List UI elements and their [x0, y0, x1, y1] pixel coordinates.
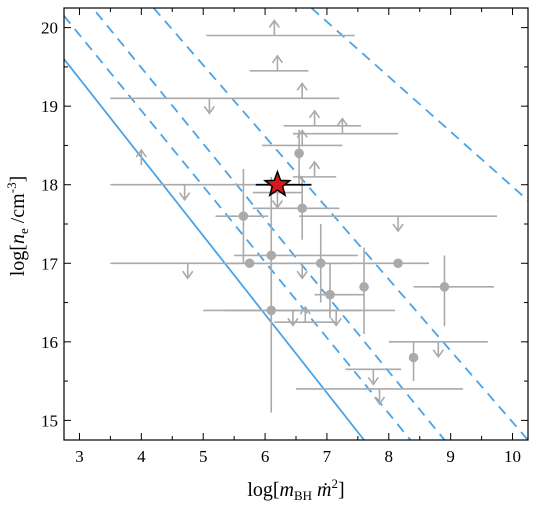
up-arrow-head — [296, 81, 308, 91]
upper-limit-3 — [110, 97, 290, 115]
y-title-post: ] — [7, 176, 29, 183]
upper-limit-2 — [110, 262, 266, 280]
x-title-var: m — [280, 479, 294, 501]
y-axis-title: log[ne /cm-3] — [4, 176, 31, 277]
x-title-sup: 2 — [332, 476, 339, 491]
x-title-post: ] — [338, 479, 345, 501]
y-tick-label: 15 — [41, 411, 58, 430]
x-title-var2: ṁ — [317, 479, 331, 501]
data-layer — [110, 19, 498, 413]
down-arrow-head — [271, 200, 284, 209]
x-tick-label: 4 — [137, 447, 146, 466]
up-arrow-head — [308, 109, 321, 119]
x-tick-label: 5 — [199, 447, 208, 466]
upper-limit-5 — [224, 309, 361, 327]
upper-limit-7 — [299, 215, 498, 233]
up-arrow-head — [336, 117, 349, 127]
down-arrow-head — [432, 349, 444, 359]
relation-line-2 — [64, 15, 412, 440]
data-point-12 — [203, 263, 321, 413]
upper-limit-9 — [345, 368, 402, 386]
star-marker — [263, 169, 292, 197]
highlight-layer — [255, 169, 312, 197]
up-arrow-head — [271, 54, 284, 64]
relation-line-3 — [91, 8, 446, 440]
down-arrow-head — [178, 192, 191, 202]
down-arrow-head — [392, 223, 404, 233]
y-title-mid: /cm — [7, 193, 29, 228]
x-tick-label: 7 — [323, 447, 332, 466]
point-marker — [297, 203, 307, 214]
lower-limit-5 — [292, 117, 399, 135]
data-point-7 — [314, 263, 365, 319]
y-tick-label: 16 — [41, 333, 58, 352]
x-tick-label: 10 — [504, 447, 521, 466]
relation-line-5 — [310, 8, 528, 202]
down-arrow-head — [203, 105, 216, 115]
x-tick-label: 3 — [75, 447, 84, 466]
point-marker — [359, 282, 369, 292]
y-title-sup: -3 — [4, 182, 19, 193]
down-arrow-head — [373, 396, 386, 406]
data-point-10 — [413, 255, 494, 327]
point-marker — [294, 148, 304, 159]
down-arrow-head — [367, 376, 379, 386]
highlight-point — [255, 169, 312, 197]
y-title-var: n — [7, 234, 29, 244]
lower-limit-7 — [292, 160, 337, 178]
theory-lines — [64, 8, 528, 440]
x-title-sub: BH — [294, 488, 312, 503]
data-point-11 — [408, 341, 419, 382]
upper-limit-11 — [252, 191, 303, 209]
plot-frame — [63, 7, 529, 441]
lower-limit-8 — [135, 148, 147, 166]
upper-limit-10 — [296, 388, 464, 406]
up-arrow-head — [299, 305, 311, 315]
lower-limit-9 — [274, 305, 337, 323]
relation-line-4 — [153, 8, 528, 440]
up-arrow-head — [135, 148, 147, 158]
down-arrow-head — [182, 270, 194, 280]
lower-limit-6 — [261, 129, 343, 147]
lower-limit-4 — [283, 109, 361, 127]
y-tick-label: 20 — [41, 19, 58, 38]
point-marker — [439, 282, 450, 292]
x-tick-label: 6 — [261, 447, 270, 466]
lower-limit-1 — [206, 19, 355, 37]
x-title-pre: log[ — [247, 479, 279, 501]
relation-line-1 — [64, 58, 365, 440]
lower-limit-3 — [234, 81, 340, 100]
x-tick-label: 8 — [385, 447, 394, 466]
point-marker — [266, 250, 277, 261]
up-arrow-head — [268, 19, 280, 28]
y-tick-label: 18 — [41, 176, 58, 195]
down-arrow-head — [296, 270, 308, 280]
down-arrow-head — [330, 317, 342, 327]
y-tick-label: 19 — [41, 97, 58, 116]
lower-limit-2 — [249, 54, 309, 72]
down-arrow-head — [287, 317, 299, 327]
x-tick-label: 9 — [446, 447, 455, 466]
up-arrow-head — [296, 129, 308, 138]
upper-limit-8 — [388, 341, 488, 359]
axis-tick-labels: 3 4 5 6 7 8 9 10 15 16 17 18 19 20 — [41, 19, 521, 466]
point-marker — [238, 211, 249, 221]
x-axis-title: log[mBH ṁ2] — [247, 476, 344, 503]
y-title-pre: log[ — [7, 244, 29, 276]
up-arrow-head — [308, 160, 321, 170]
data-point-1 — [294, 129, 304, 185]
data-point-3 — [252, 176, 340, 240]
point-marker — [325, 289, 335, 300]
axis-ticks — [64, 8, 528, 440]
upper-limit-4 — [227, 262, 377, 280]
y-tick-label: 17 — [41, 254, 59, 273]
point-marker — [408, 352, 419, 363]
data-point-8 — [359, 247, 369, 334]
data-point-2 — [215, 169, 269, 264]
data-point-5 — [234, 176, 358, 327]
y-title-sub: e — [16, 228, 31, 234]
point-marker — [393, 258, 403, 269]
